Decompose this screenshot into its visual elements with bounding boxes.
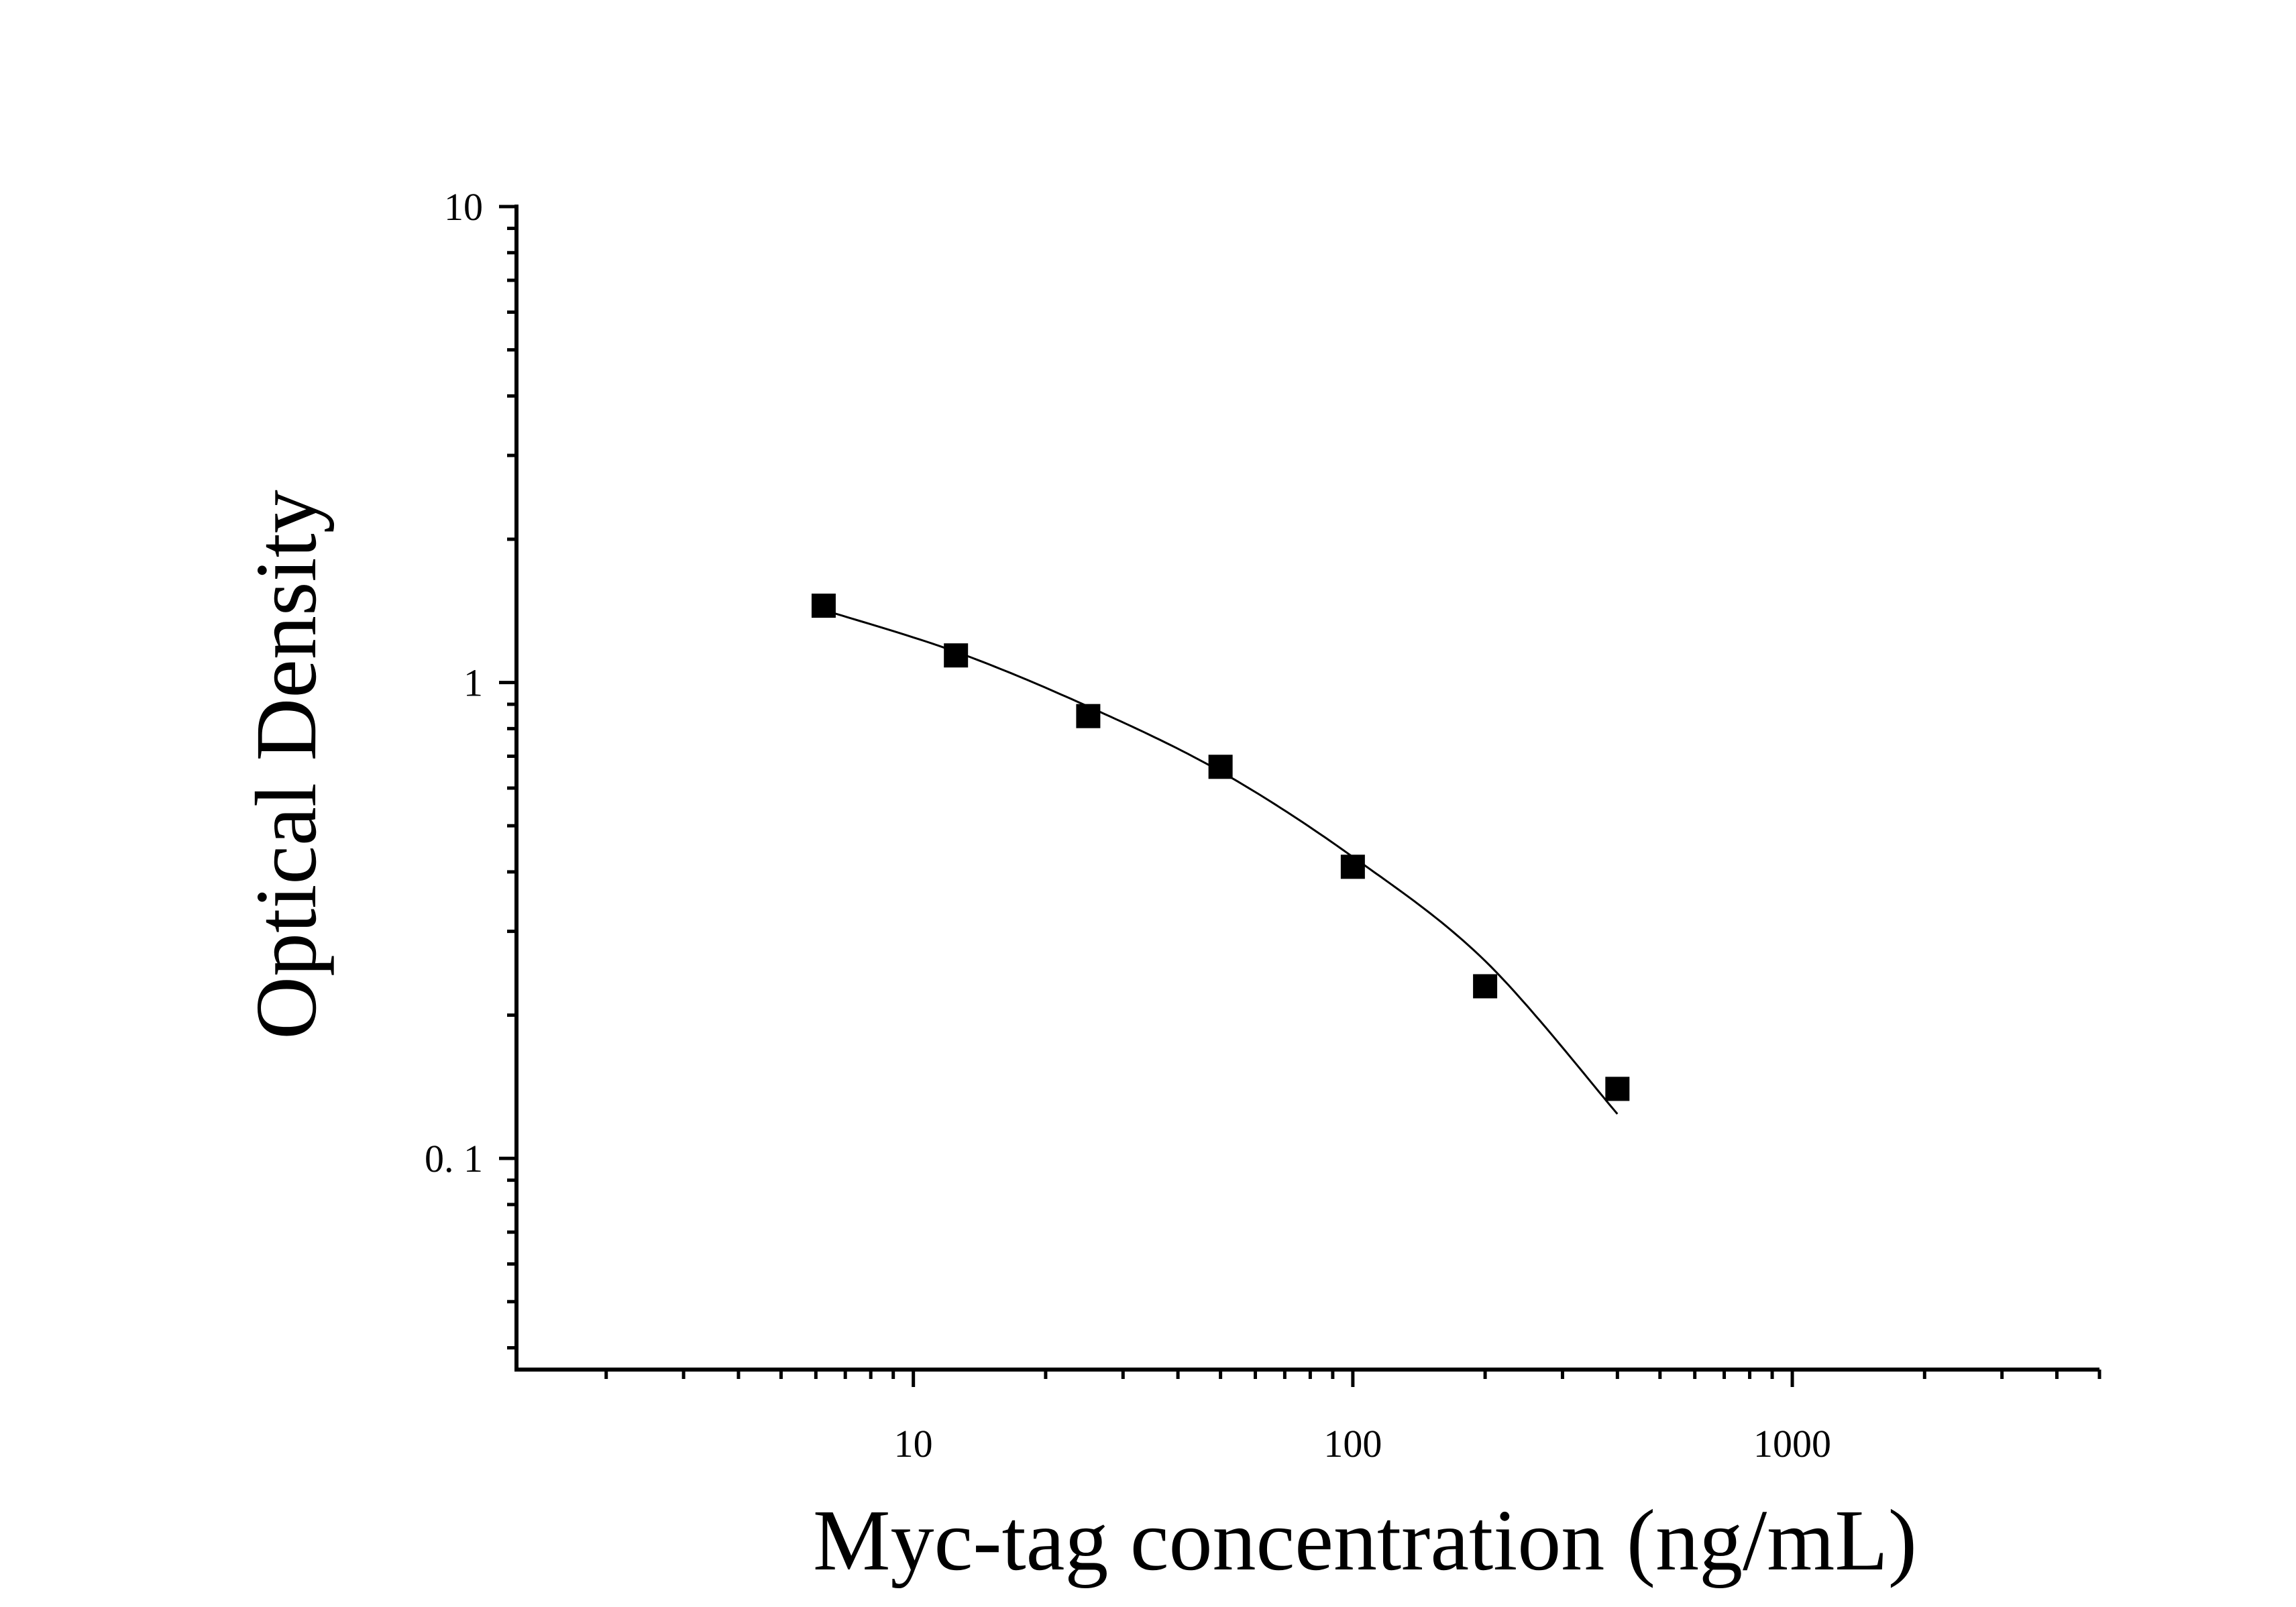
data-point	[1208, 755, 1233, 779]
y-tick-label: 1	[463, 661, 483, 705]
x-tick-label: 1000	[1753, 1422, 1831, 1465]
axis-labels: 10 100 1000 0. 1 1 10 Myc-tag concentration (n…	[238, 185, 1917, 1589]
y-tick-label: 0. 1	[425, 1137, 483, 1180]
fit-curve	[823, 609, 1619, 1115]
data-point	[1340, 854, 1365, 879]
axes	[514, 205, 2099, 1372]
x-tick-label: 10	[894, 1422, 933, 1465]
data-point	[1605, 1076, 1630, 1101]
data-points	[811, 594, 1630, 1101]
data-point	[1473, 974, 1498, 999]
y-axis-title: Optical Density	[238, 490, 335, 1040]
ticks	[499, 205, 2101, 1387]
x-tick-label: 100	[1323, 1422, 1382, 1465]
x-axis-title: Myc-tag concentration (ng/mL)	[813, 1492, 1917, 1589]
data-point	[811, 594, 836, 618]
data-point	[944, 643, 969, 668]
fit-curve-group	[823, 609, 1619, 1115]
y-tick-label: 10	[444, 185, 483, 229]
data-point	[1076, 704, 1101, 728]
